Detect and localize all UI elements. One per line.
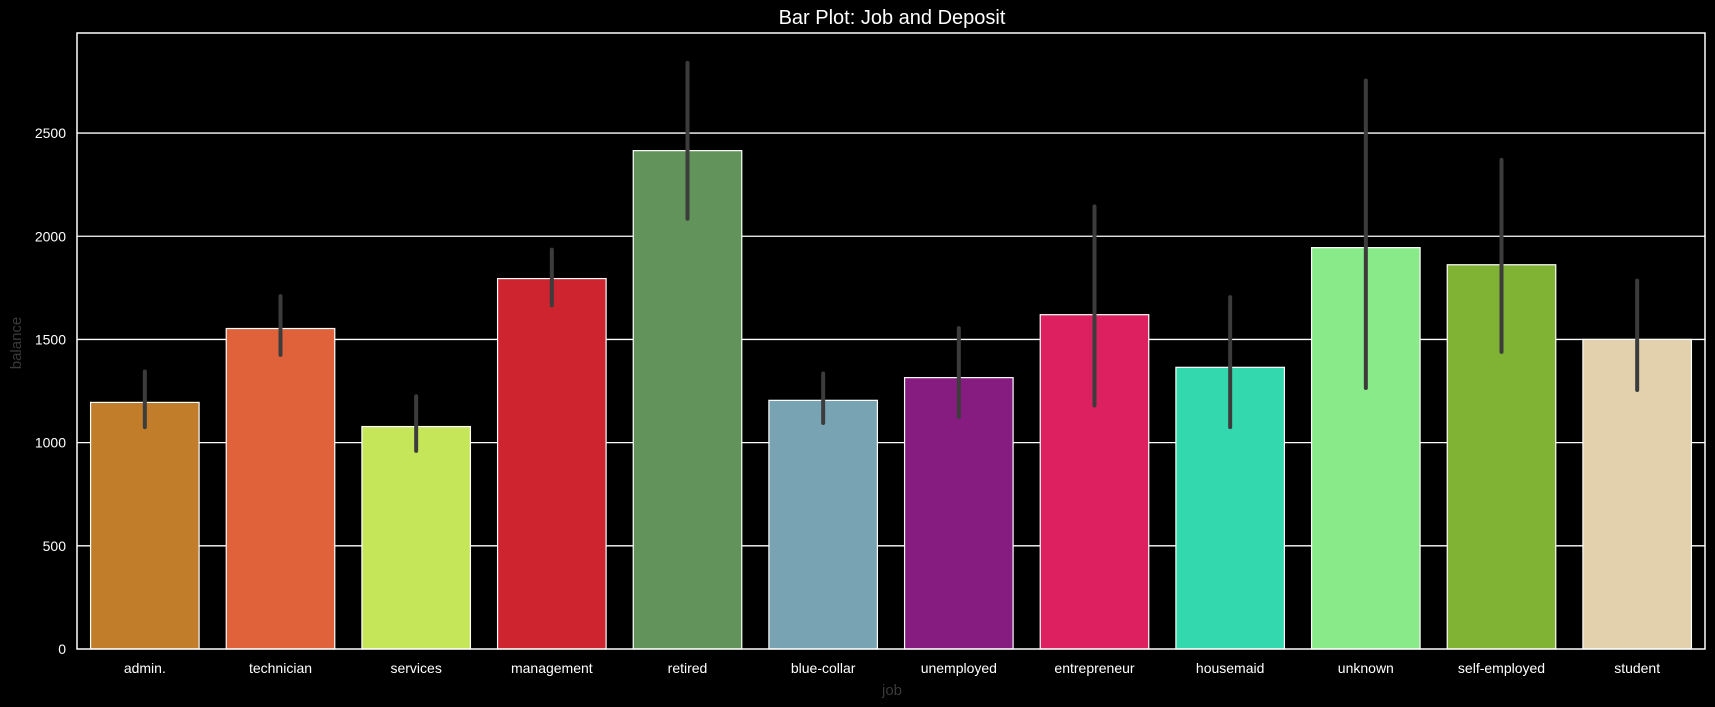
bar-blue-collar: [768, 399, 879, 650]
y-tick-label: 500: [43, 538, 67, 554]
bar-retired: [632, 150, 743, 650]
gridlines: [77, 132, 1705, 547]
y-axis-label: balance: [8, 317, 25, 370]
y-tick-label: 1500: [35, 331, 66, 347]
bars: [89, 150, 1693, 650]
bar-management: [496, 277, 607, 650]
x-tick-label: student: [1614, 660, 1660, 676]
error-bars: [142, 60, 1640, 453]
plot-frame: [76, 32, 1706, 650]
x-tick-label: self-employed: [1458, 660, 1545, 676]
bar-admin: [89, 401, 200, 650]
y-tick-label: 2500: [35, 125, 66, 141]
x-tick-label: unemployed: [921, 660, 997, 676]
x-tick-label: entrepreneur: [1054, 660, 1135, 676]
x-tick-label: management: [511, 660, 593, 676]
x-tick-label: housemaid: [1196, 660, 1265, 676]
x-tick-label: admin.: [124, 660, 166, 676]
x-tick-label: blue-collar: [791, 660, 856, 676]
y-tick-label: 1000: [35, 435, 66, 451]
x-tick-label: retired: [668, 660, 708, 676]
y-tick-label: 2000: [35, 228, 66, 244]
x-axis-label: job: [881, 682, 902, 699]
x-tick-label: services: [390, 660, 441, 676]
x-tick-labels: admin. technician services management retire…: [124, 660, 1660, 676]
y-tick-label: 0: [58, 641, 66, 657]
bar-technician: [225, 327, 336, 650]
x-tick-label: unknown: [1338, 660, 1394, 676]
chart-title: Bar Plot: Job and Deposit: [779, 7, 1006, 29]
bar-services: [361, 425, 472, 650]
y-tick-labels: 0 500 1000 1500 2000 2500: [35, 125, 66, 657]
x-tick-label: technician: [249, 660, 312, 676]
